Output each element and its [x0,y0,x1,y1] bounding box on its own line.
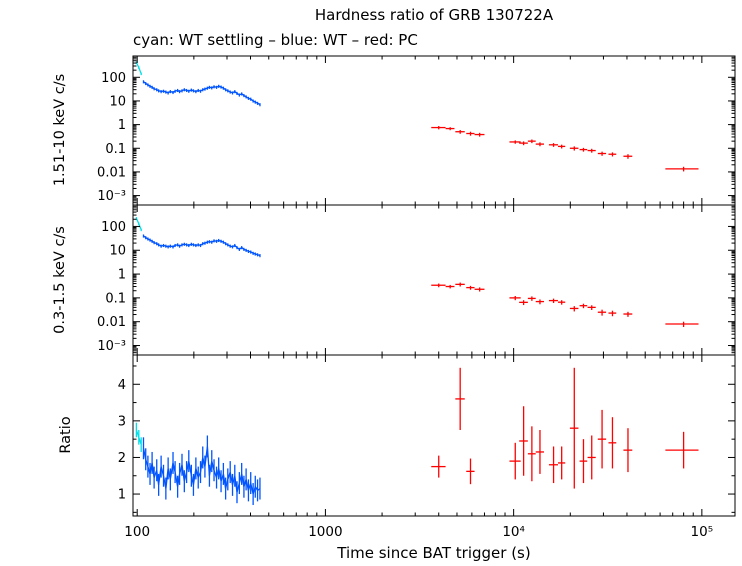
y-tick-label-hard-band: 10⁻³ [97,189,126,204]
y-tick-label-soft-band: 0.01 [97,315,126,330]
panel-ratio-frame [132,354,736,517]
x-tick-label: 1000 [308,524,342,540]
lightcurve-line [143,235,261,257]
y-tick-label-ratio: 1 [118,488,126,503]
y-tick-label-soft-band: 100 [101,220,126,235]
x-tick-label: 10⁴ [502,524,525,540]
series-pc-hard-band [431,126,699,172]
series-wt-settling-ratio [135,422,142,452]
y-tick-label-hard-band: 100 [101,71,126,86]
y-tick-label-soft-band: 10⁻³ [97,339,126,354]
chart-title: Hardness ratio of GRB 130722A [314,6,554,24]
y-tick-label-hard-band: 0.1 [105,142,126,157]
series-pc-soft-band [431,282,699,327]
y-tick-label-hard-band: 0.01 [97,165,126,180]
lightcurve-line [143,81,261,106]
y-tick-label-soft-band: 1 [118,268,126,283]
panel-ratio-series [135,367,699,506]
x-tick-label: 10⁵ [691,524,714,540]
y-tick-label-ratio: 3 [118,414,126,429]
y-ticks-soft-band [133,205,735,356]
lightcurve-line [142,446,261,497]
x-ticks-soft-band [136,205,703,355]
y-tick-label-ratio: 4 [118,378,126,393]
x-ticks-hard-band [136,56,703,205]
y-tick-label-hard-band: 1 [118,118,126,133]
panel-hard-band-series [135,61,699,172]
series-pc-ratio [431,367,699,489]
series-wt-settling-hard-band [135,61,142,76]
y-tick-label-hard-band: 10 [109,94,126,109]
series-wt-hard-band [142,80,261,107]
panel-soft-band-series [135,217,699,327]
y-tick-label-soft-band: 10 [109,244,126,259]
series-wt-soft-band [142,234,261,258]
y-ticks-hard-band [133,56,735,206]
panel-hard-band-frame [132,55,736,206]
x-tick-label: 100 [124,524,150,540]
series-wt-ratio [142,435,261,506]
panel-soft-band-frame [132,204,736,356]
series-wt-settling-soft-band [135,217,142,232]
chart-legend-text: cyan: WT settling – blue: WT – red: PC [133,31,418,49]
y-tick-label-soft-band: 0.1 [105,291,126,306]
y-tick-label-ratio: 2 [118,451,126,466]
y-ticks-ratio [133,365,735,513]
x-axis-label: Time since BAT trigger (s) [337,544,531,562]
x-ticks-ratio [136,355,703,516]
